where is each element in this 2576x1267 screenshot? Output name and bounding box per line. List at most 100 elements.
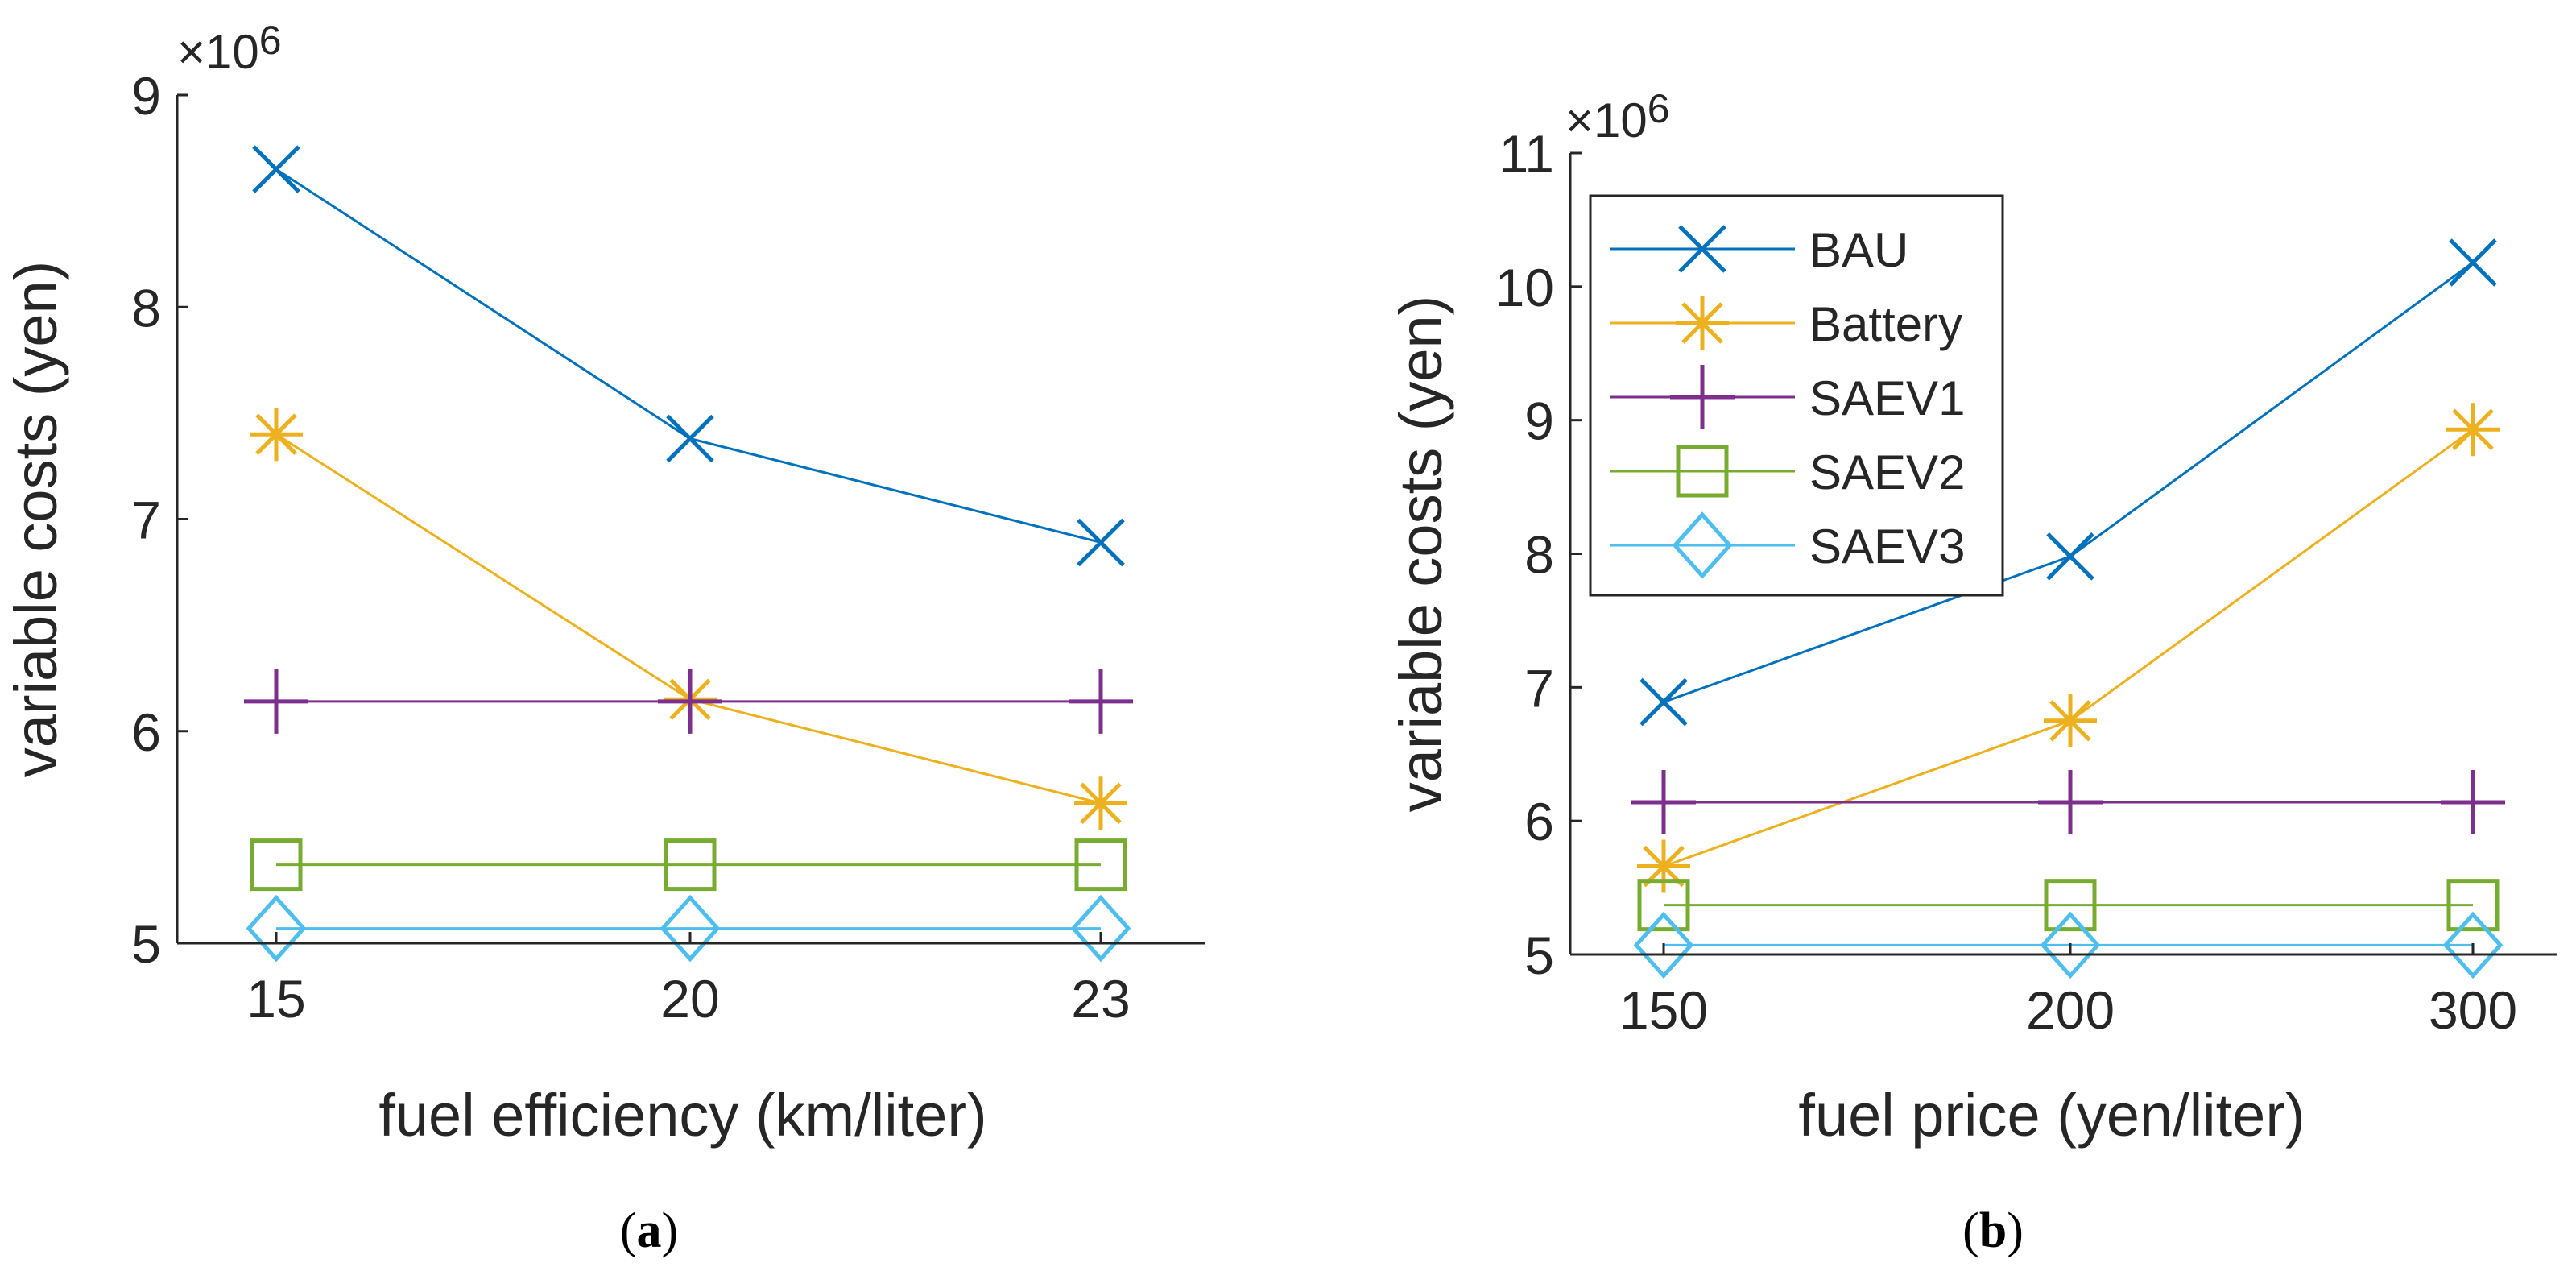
data-point-saev2-20-shape <box>664 838 717 892</box>
y-tick-label: 7 <box>1524 658 1554 718</box>
y-tick-label: 8 <box>1524 525 1554 585</box>
data-point-bau-15-stroke <box>252 145 300 193</box>
y-tick-label: 9 <box>131 66 161 126</box>
data-point-saev2-15 <box>250 838 303 892</box>
x-tick-label: 300 <box>2429 980 2517 1040</box>
data-point-bau-20-stroke <box>666 414 714 463</box>
data-point-battery-200 <box>2044 694 2097 747</box>
data-point-saev3-150-shape <box>1633 911 1694 979</box>
data-point-battery-23 <box>1074 776 1127 830</box>
data-point-battery-15-stroke <box>255 413 297 455</box>
x-tick-label: 150 <box>1619 980 1708 1040</box>
data-point-bau-150 <box>1639 677 1688 727</box>
data-point-saev2-200-shape <box>2044 879 2097 932</box>
data-point-saev3-23-shape <box>1070 894 1131 963</box>
legend-item-saev1: SAEV1 <box>1610 365 1965 429</box>
data-point-saev1-200 <box>2038 769 2103 834</box>
y-tick-label: 9 <box>1524 391 1554 451</box>
data-point-bau-200 <box>2046 532 2094 581</box>
legend: BAU Battery SAEV1 SAEV2 SAEV3 <box>1589 194 2004 597</box>
data-point-bau-150-stroke <box>1639 677 1688 727</box>
data-point-saev3-20-shape <box>660 894 721 963</box>
data-point-bau-300-stroke <box>2449 238 2497 287</box>
y-exponent-label: ×106 <box>1565 86 1670 147</box>
panel-caption-letter: b <box>1979 1203 2007 1258</box>
data-point-saev1-300 <box>2441 769 2505 834</box>
data-point-saev3-300 <box>2442 911 2504 979</box>
panel-caption-letter: a <box>637 1203 662 1258</box>
data-point-saev3-23 <box>1070 894 1131 963</box>
y-tick-label: 6 <box>131 702 161 762</box>
data-point-saev3-200 <box>2040 911 2101 979</box>
panel-caption: (a) <box>620 1203 678 1258</box>
data-point-saev3-15-shape <box>246 894 307 963</box>
x-axis-label: fuel price (yen/liter) <box>1798 1082 2305 1149</box>
y-tick-label: 6 <box>1524 792 1554 851</box>
legend-item-bau: BAU <box>1610 223 1908 277</box>
panel-caption: (b) <box>1962 1203 2024 1258</box>
legend-label: SAEV1 <box>1809 371 1965 425</box>
x-tick-label: 23 <box>1071 969 1130 1029</box>
data-point-saev1-20 <box>658 669 722 734</box>
data-point-bau-200-stroke <box>2046 532 2094 581</box>
legend-marker-bau <box>1678 225 1726 273</box>
data-point-battery-300-stroke <box>2452 408 2494 451</box>
data-point-saev3-15 <box>246 894 307 963</box>
series-line-bau <box>275 168 1102 544</box>
data-point-saev1-150 <box>1631 769 1696 834</box>
data-point-bau-23-stroke <box>1077 518 1125 567</box>
y-exponent-power: 6 <box>1648 86 1670 131</box>
legend-marker-saev3 <box>1672 511 1733 579</box>
series-line-battery <box>275 433 1102 805</box>
y-axis-label: variable costs (yen) <box>1387 296 1454 813</box>
data-point-saev3-300-shape <box>2442 911 2504 979</box>
data-point-saev2-23 <box>1074 838 1127 892</box>
panel-a-chart: 5 6 7 8 9 15 20 23 ×106 fuel efficiency (km/liter… <box>2 18 1205 1258</box>
legend-box <box>1589 194 2004 597</box>
legend-marker-saev2-shape <box>1676 445 1729 498</box>
legend-marker-saev2 <box>1676 445 1729 498</box>
data-point-saev2-150 <box>1637 879 1690 932</box>
legend-marker-bau-stroke <box>1678 225 1726 273</box>
x-tick-label: 15 <box>246 969 305 1029</box>
data-point-bau-20 <box>666 414 714 463</box>
data-point-saev3-20 <box>660 894 721 963</box>
y-axis-label: variable costs (yen) <box>2 261 69 778</box>
x-tick-label: 20 <box>660 969 719 1029</box>
legend-item-saev3: SAEV3 <box>1610 511 1965 579</box>
legend-label: SAEV2 <box>1809 445 1965 499</box>
data-point-bau-23 <box>1077 518 1125 567</box>
data-point-saev2-23-shape <box>1074 838 1127 892</box>
data-point-saev2-15-shape <box>250 838 303 892</box>
y-tick-label: 7 <box>131 491 161 550</box>
x-axis-label: fuel efficiency (km/liter) <box>378 1082 986 1149</box>
data-point-battery-300 <box>2446 403 2500 457</box>
panel-caption-close: ) <box>662 1203 679 1258</box>
panel-caption-close: ) <box>2007 1203 2024 1258</box>
data-point-saev2-300-shape <box>2446 879 2500 932</box>
y-exponent-label: ×106 <box>177 18 282 79</box>
x-tick-label: 200 <box>2026 980 2115 1040</box>
data-point-battery-23-stroke <box>1080 782 1122 825</box>
data-point-battery-15 <box>250 408 303 462</box>
data-point-bau-300 <box>2449 238 2497 287</box>
legend-label: BAU <box>1809 223 1908 277</box>
data-point-saev2-150-shape <box>1637 879 1690 932</box>
legend-marker-battery <box>1676 296 1729 350</box>
data-point-bau-15 <box>252 145 300 193</box>
y-tick-label: 8 <box>131 278 161 337</box>
y-exponent-power: 6 <box>259 18 282 63</box>
data-point-battery-200-stroke <box>2049 700 2091 742</box>
legend-label: Battery <box>1809 297 1962 351</box>
data-point-saev2-200 <box>2044 879 2097 932</box>
y-tick-label: 10 <box>1495 258 1554 317</box>
legend-marker-saev1 <box>1670 365 1735 429</box>
legend-item-battery: Battery <box>1610 296 1962 351</box>
legend-marker-saev3-shape <box>1672 511 1733 579</box>
panel-b-chart: 5 6 7 8 9 10 11 150 200 300 ×106 fuel price (yen/li… <box>1387 86 2557 1258</box>
y-tick-label: 5 <box>131 914 161 974</box>
legend-marker-battery-stroke <box>1681 302 1723 344</box>
data-point-battery-150 <box>1637 839 1690 893</box>
data-point-saev1-23 <box>1069 669 1133 734</box>
